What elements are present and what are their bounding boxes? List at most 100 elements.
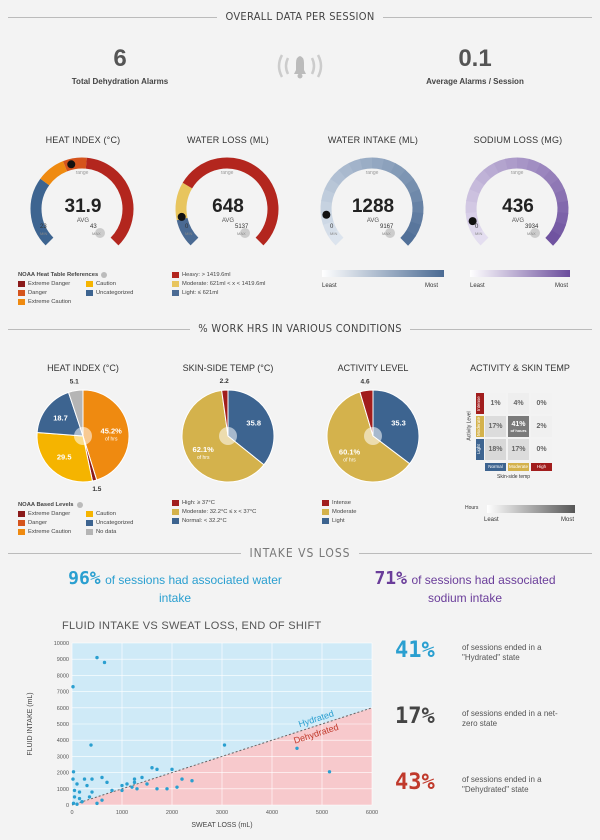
scatter-point xyxy=(71,685,75,689)
gauge-gradient-segment xyxy=(400,230,416,246)
legend-swatch xyxy=(172,271,179,278)
gauge-max: 43 xyxy=(90,224,97,230)
side-stat-text: of sessions ended in a "Hydrated" state xyxy=(462,643,542,662)
legend-label: Normal: < 32.2°C xyxy=(182,517,227,524)
gauge-gradient-segment xyxy=(406,221,421,237)
legend-swatch xyxy=(86,528,93,535)
heatmap-cell-sub: of hours xyxy=(510,427,527,433)
gauge-min-unit: MIN xyxy=(330,231,338,236)
gauge-segment-heavy xyxy=(182,157,279,246)
y-tick-label: 7000 xyxy=(57,690,69,696)
gauge-avg-label: AVG xyxy=(366,218,380,224)
pie-slice-label: 2.2 xyxy=(220,378,229,385)
scatter-point xyxy=(165,787,169,791)
pie-slice-label: 60.1% xyxy=(339,447,361,456)
gauge-min: 0 xyxy=(475,224,479,230)
gauge-gradient-segment xyxy=(324,178,340,194)
pie-title: HEAT INDEX (°C) xyxy=(47,363,119,373)
water-intake-text: of sessions had associated water intake xyxy=(105,573,282,605)
gauge-min: 0 xyxy=(330,224,334,230)
pie-title: SKIN-SIDE TEMP (°C) xyxy=(182,363,274,373)
gauge-min-unit: MIN xyxy=(40,231,48,236)
heatmap-cell-value: 4% xyxy=(513,400,524,407)
heatmap-cell-value: 2% xyxy=(536,423,547,430)
section-header-intake: INTAKE VS LOSS xyxy=(0,546,600,560)
scatter-point xyxy=(180,777,184,781)
scatter-point xyxy=(175,785,179,789)
gauge-dial: range xyxy=(175,157,279,246)
legend-swatch xyxy=(18,519,25,526)
scatter-point xyxy=(71,777,75,781)
legend-swatch xyxy=(172,280,179,287)
alarms-label: Total Dehydration Alarms xyxy=(71,77,169,86)
noaa-legend-item: No data xyxy=(86,527,148,536)
x-tick-label: 4000 xyxy=(266,810,278,816)
gauge-min-unit: MIN xyxy=(185,231,193,236)
gauge-icon xyxy=(385,228,395,238)
scatter-point xyxy=(71,770,76,774)
pie-slice xyxy=(36,391,84,437)
section-header-overall: OVERALL DATA PER SESSION xyxy=(0,10,600,23)
heatmap-cell: 4% xyxy=(508,393,529,414)
scatter-point xyxy=(140,775,144,780)
activity-legend-item: Moderate xyxy=(322,507,422,516)
gauge-gradient-segment xyxy=(504,157,518,170)
legend-swatch xyxy=(86,519,93,526)
sodium-gradient xyxy=(470,270,570,277)
water-intake-stat: 96% of sessions had associated water int… xyxy=(60,568,290,607)
pie-chart: 35.3 60.1%of hrs 4.6 xyxy=(326,379,420,483)
side-stat-text: of sessions ended in a "Dehydrated" stat… xyxy=(462,775,542,794)
gauge-min-unit: MIN xyxy=(475,231,483,236)
scatter-title: FLUID INTAKE VS SWEAT LOSS, END OF SHIFT xyxy=(62,620,322,632)
fluid-scatter-chart: 0 1000 2000 3000 4000 5000 6000 0 1000 2000 3000 40… xyxy=(27,641,378,829)
y-tick-label: 4000 xyxy=(57,738,69,744)
legend-swatch xyxy=(322,517,329,524)
legend-swatch xyxy=(86,280,93,287)
sodium-intake-stat: 71% of sessions had associated sodium in… xyxy=(365,568,565,607)
average-value: 0.1 xyxy=(458,45,492,72)
heatmap-title: ACTIVITY & SKIN TEMP xyxy=(470,363,570,373)
pie-slice-label: 29.5 xyxy=(57,452,72,461)
gauge-gradient-segment xyxy=(371,157,385,170)
heatmap-cell: 1% xyxy=(485,393,506,414)
legend-label: High: ≥ 37°C xyxy=(182,499,215,506)
scatter-point xyxy=(327,770,332,774)
gauge-gradient-segment xyxy=(359,157,373,170)
heatmap-cell-value: 17% xyxy=(488,423,503,430)
scatter-point xyxy=(95,801,99,806)
heat-legend-item: Uncategorized xyxy=(86,288,148,297)
gauge-value: 1288 xyxy=(351,196,395,217)
activity-legend: Intense Moderate Light xyxy=(322,498,422,525)
heatmap-cell-value: 41% xyxy=(511,420,526,428)
scatter-point xyxy=(82,777,87,781)
water-intake-most: Most xyxy=(425,283,439,289)
gauge-gradient-segment xyxy=(330,169,347,186)
gauge-min: 23 xyxy=(40,224,47,230)
scatter-point xyxy=(110,788,114,793)
skin-legend-item: Moderate: 32.2°C ≤ x < 37°C xyxy=(172,507,312,516)
legend-label: Extreme Caution xyxy=(28,298,72,305)
dehydrated-region xyxy=(72,707,372,805)
gauge-avg-label: AVG xyxy=(76,218,90,224)
scatter-point xyxy=(102,660,107,665)
gauge-range-label: range xyxy=(366,170,379,176)
pie-slice-sublabel: of hrs xyxy=(197,455,210,461)
gauge-segment-extreme-danger xyxy=(85,157,134,246)
heatmap-cell: 17% xyxy=(485,416,506,437)
gauge-gradient-segment xyxy=(338,162,355,179)
water-loss-legend-item: Heavy: > 1419.6ml xyxy=(172,270,312,279)
heatmap-cell: 0% xyxy=(531,439,552,460)
water-intake-gradient xyxy=(322,270,444,277)
heat-legend-item: Caution xyxy=(86,279,148,288)
scatter-point xyxy=(130,785,134,789)
pie-slice-label: 5.1 xyxy=(70,379,79,386)
heatmap-cell: 41% of hours xyxy=(508,416,529,437)
gauge-avg-label: AVG xyxy=(511,218,525,224)
x-tick-label: 2000 xyxy=(166,810,178,816)
skin-legend-item: Normal: < 32.2°C xyxy=(172,516,312,525)
noaa-legend-item: Uncategorized xyxy=(86,518,148,527)
gauge-gradient-segment xyxy=(404,178,420,195)
sodium-least: Least xyxy=(470,283,485,289)
section-header-work-hrs: % WORK HRS IN VARIOUS CONDITIONS xyxy=(0,322,600,335)
pie-slice-label: 35.3 xyxy=(391,418,406,427)
